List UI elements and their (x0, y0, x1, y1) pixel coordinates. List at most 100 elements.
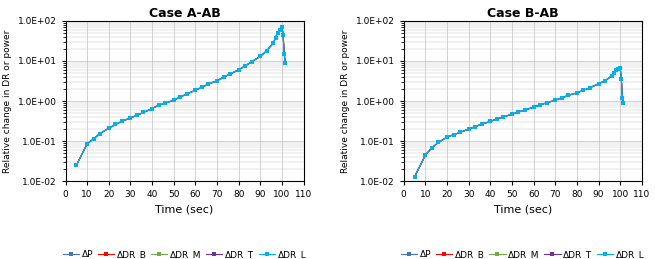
ΔDR_B (257, 55, 265, 58)
ΔP (428, 146, 436, 149)
ΔDR_M (573, 91, 581, 94)
ΔDR_T (499, 116, 507, 119)
ΔP (269, 41, 277, 45)
ΔDR_T (282, 61, 290, 64)
ΔDR_M (257, 55, 265, 58)
ΔDR_T (610, 71, 618, 75)
X-axis label: Time (sec): Time (sec) (494, 205, 552, 215)
ΔP (411, 175, 419, 178)
ΔP (443, 136, 451, 139)
ΔDR_T (263, 49, 271, 52)
ΔDR_L (601, 79, 609, 82)
ΔDR_T (521, 108, 529, 111)
ΔP (618, 96, 626, 99)
ΔDR_T (595, 82, 603, 85)
ΔDR_T (618, 96, 626, 99)
ΔDR_L (573, 91, 581, 94)
ΔDR_L (428, 146, 436, 149)
ΔDR_L (280, 52, 288, 55)
ΔDR_B (595, 82, 603, 85)
ΔDR_B (499, 116, 507, 119)
ΔDR_M (73, 164, 81, 167)
ΔP (118, 120, 126, 123)
ΔDR_L (411, 175, 419, 178)
ΔDR_M (170, 99, 178, 102)
ΔDR_M (148, 107, 156, 110)
ΔDR_B (608, 74, 616, 77)
ΔDR_B (126, 116, 134, 119)
ΔDR_T (140, 111, 147, 114)
Line: ΔDR_L: ΔDR_L (413, 67, 626, 178)
ΔDR_L (204, 82, 212, 85)
ΔDR_M (552, 99, 559, 102)
ΔP (183, 92, 191, 96)
Title: Case B-AB: Case B-AB (487, 6, 559, 19)
ΔDR_B (272, 36, 280, 39)
ΔDR_T (161, 102, 169, 105)
ΔDR_M (530, 106, 538, 109)
ΔDR_L (612, 69, 620, 72)
ΔDR_L (278, 25, 286, 28)
ΔDR_M (508, 113, 516, 116)
ΔDR_T (226, 73, 234, 76)
ΔDR_T (471, 125, 479, 128)
ΔDR_L (140, 111, 147, 114)
ΔDR_T (83, 142, 91, 146)
ΔP (133, 114, 141, 117)
ΔP (530, 106, 538, 109)
ΔDR_B (580, 89, 588, 92)
ΔDR_M (126, 116, 134, 119)
ΔDR_M (610, 71, 618, 75)
ΔDR_M (269, 41, 277, 45)
ΔDR_B (565, 94, 572, 97)
ΔDR_M (411, 175, 419, 178)
Line: ΔP: ΔP (413, 67, 626, 178)
ΔDR_B (191, 89, 199, 92)
ΔDR_L (161, 102, 169, 105)
ΔP (608, 74, 616, 77)
ΔDR_L (608, 74, 616, 77)
ΔDR_B (487, 120, 495, 123)
ΔP (234, 68, 242, 71)
ΔP (170, 99, 178, 102)
ΔDR_L (521, 108, 529, 111)
ΔDR_B (552, 99, 559, 102)
ΔDR_L (155, 104, 162, 107)
ΔP (90, 137, 98, 140)
ΔDR_B (278, 25, 286, 28)
ΔDR_L (552, 99, 559, 102)
ΔDR_T (456, 131, 464, 134)
ΔP (601, 79, 609, 82)
ΔDR_B (226, 73, 234, 76)
ΔDR_B (428, 146, 436, 149)
ΔDR_L (96, 132, 104, 135)
ΔP (148, 107, 156, 110)
ΔDR_B (204, 82, 212, 85)
ΔDR_B (279, 33, 287, 36)
Line: ΔDR_L: ΔDR_L (75, 25, 287, 167)
ΔDR_M (487, 120, 495, 123)
ΔDR_B (558, 96, 566, 99)
ΔDR_T (257, 55, 265, 58)
ΔDR_T (213, 79, 221, 82)
ΔDR_L (263, 49, 271, 52)
ΔDR_M (449, 133, 457, 136)
ΔP (191, 89, 199, 92)
ΔDR_T (449, 133, 457, 136)
ΔDR_L (565, 94, 572, 97)
ΔDR_L (234, 68, 242, 71)
Line: ΔDR_B: ΔDR_B (75, 25, 287, 167)
ΔDR_B (263, 49, 271, 52)
ΔP (508, 113, 516, 116)
ΔDR_B (248, 60, 255, 63)
ΔDR_T (183, 92, 191, 96)
ΔDR_T (170, 99, 178, 102)
ΔDR_T (155, 104, 162, 107)
ΔP (612, 69, 620, 72)
ΔDR_L (618, 78, 626, 81)
ΔDR_B (155, 104, 162, 107)
ΔDR_B (73, 164, 81, 167)
ΔDR_L (465, 127, 473, 131)
ΔDR_B (111, 123, 119, 126)
ΔDR_T (443, 136, 451, 139)
